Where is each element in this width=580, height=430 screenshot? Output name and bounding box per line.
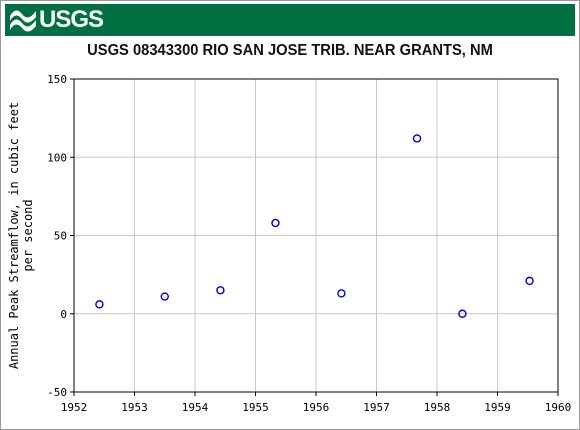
usgs-logo[interactable]: USGS [5,4,104,36]
x-tick-label: 1956 [303,401,330,414]
y-tick-label: 50 [54,230,67,243]
usgs-wave-icon [10,10,36,32]
y-tick-label: 100 [47,151,67,164]
x-tick-label: 1954 [182,401,209,414]
x-tick-label: 1960 [545,401,572,414]
x-tick-label: 1958 [424,401,451,414]
data-point [160,292,169,301]
x-tick-label: 1953 [121,401,148,414]
x-tick-label: 1957 [363,401,390,414]
data-points [95,134,534,318]
y-tick-label: 150 [47,73,67,86]
x-tick-label: 1955 [242,401,269,414]
usgs-logo-text: USGS [39,6,104,33]
y-tick-label: 0 [60,308,67,321]
y-axis-label: Annual Peak Streamflow, in cubic feet per… [7,102,35,369]
y-tick-label: -50 [47,386,67,399]
y-axis-label-line: Annual Peak Streamflow, in cubic feet [7,102,21,369]
data-point [458,309,467,318]
y-axis-label-line: per second [21,199,35,271]
usgs-banner: USGS [5,4,575,36]
data-point [337,289,346,298]
axis-ticks: 1952 1953 1954 1955 1956 1957 1958 1959 1960 -50 0… [47,73,571,414]
data-point [271,218,280,228]
x-tick-label: 1959 [484,401,511,414]
data-point [95,300,104,309]
data-point [525,276,534,286]
data-point [216,286,225,295]
data-point [412,134,422,143]
x-tick-label: 1952 [61,401,88,414]
chart-title: USGS 08343300 RIO SAN JOSE TRIB. NEAR GR… [87,42,493,59]
